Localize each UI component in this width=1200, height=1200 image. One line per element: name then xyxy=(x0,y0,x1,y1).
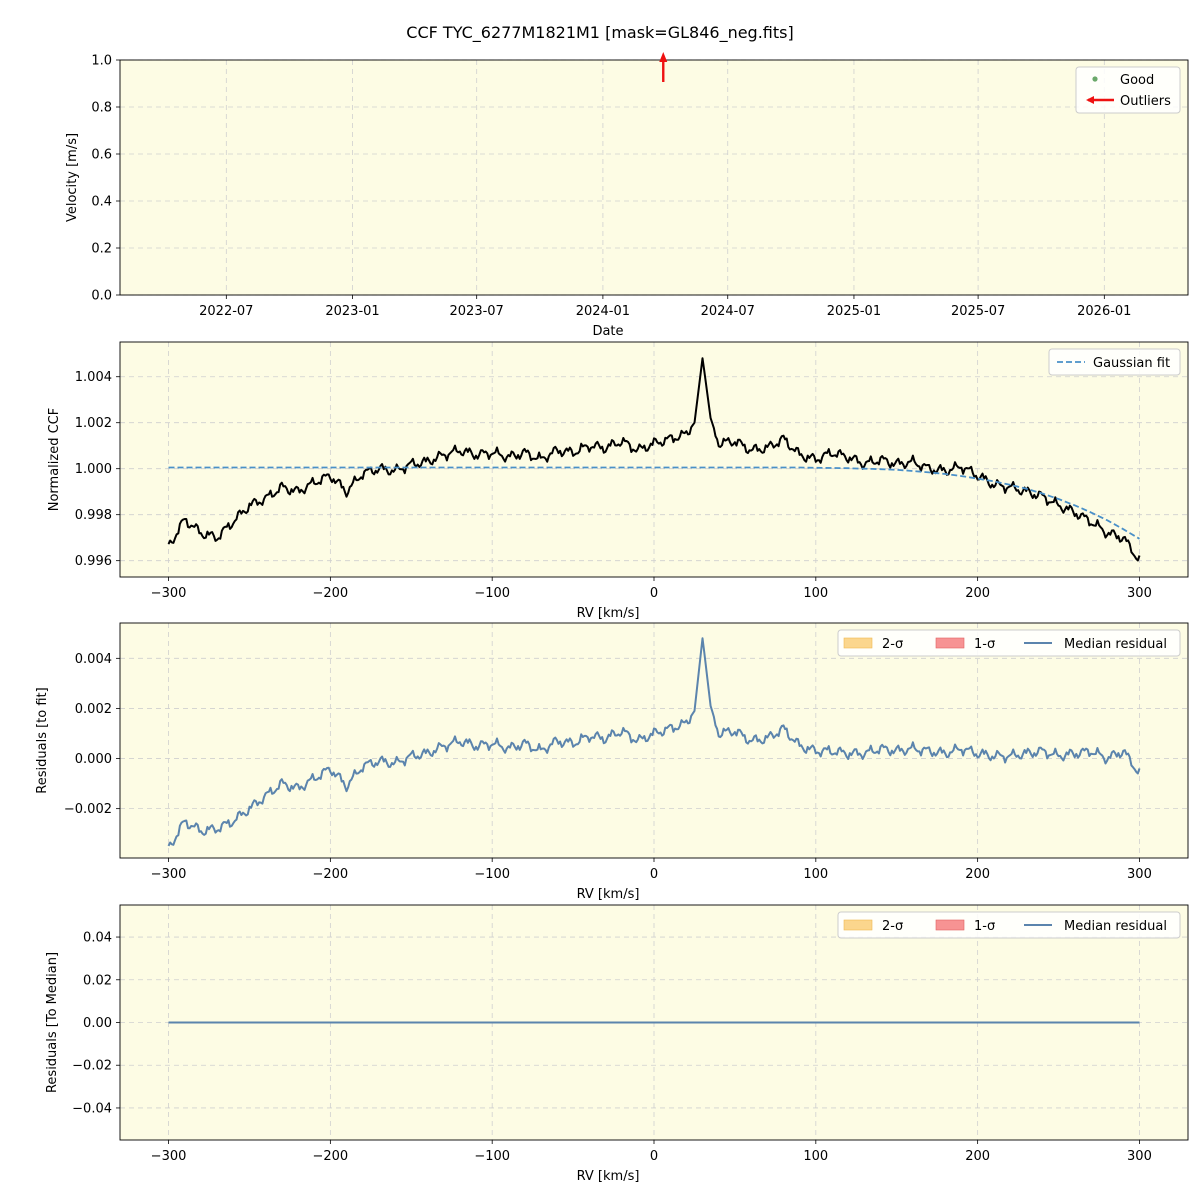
y-tick-label: 0.00 xyxy=(83,1016,112,1031)
x-tick-label: −100 xyxy=(474,586,510,601)
x-tick-label: −200 xyxy=(313,1149,349,1164)
figure-title: CCF TYC_6277M1821M1 [mask=GL846_neg.fits… xyxy=(406,23,793,43)
x-tick-label: −100 xyxy=(474,867,510,882)
x-tick-label: −200 xyxy=(313,586,349,601)
legend-label-gaussian: Gaussian fit xyxy=(1093,356,1170,371)
x-tick-label: 200 xyxy=(965,586,990,601)
y-axis-label: Residuals [to fit] xyxy=(35,687,50,793)
legend-label-median: Median residual xyxy=(1064,919,1167,934)
y-axis-label: Residuals [To Median] xyxy=(45,952,60,1093)
x-tick-label: −100 xyxy=(474,1149,510,1164)
x-tick-label: 2023-01 xyxy=(325,304,379,319)
y-tick-label: 0.2 xyxy=(91,242,112,257)
x-tick-label: 100 xyxy=(803,1149,828,1164)
legend-box xyxy=(1075,66,1181,114)
axes-frame xyxy=(119,904,1189,1141)
x-axis-label: RV [km/s] xyxy=(577,1169,640,1184)
x-tick-label: 200 xyxy=(965,1149,990,1164)
y-tick-label: 0.004 xyxy=(75,652,112,667)
x-tick-label: 2023-07 xyxy=(450,304,504,319)
x-axis-label: RV [km/s] xyxy=(577,887,640,902)
axes-frame xyxy=(119,622,1189,859)
legend-swatch-2sigma xyxy=(843,919,873,931)
x-tick-label: 300 xyxy=(1127,1149,1152,1164)
x-tick-label: 0 xyxy=(650,1149,658,1164)
plot-marks xyxy=(167,357,1141,562)
legend-swatch-2sigma xyxy=(843,637,873,649)
x-tick-label: 0 xyxy=(650,586,658,601)
y-tick-label: 0.000 xyxy=(75,752,112,767)
y-tick-label: −0.02 xyxy=(72,1059,112,1074)
y-tick-label: 0.4 xyxy=(91,195,112,210)
legend-box xyxy=(1048,348,1181,376)
median-residual-line xyxy=(167,637,1141,847)
ccf-line xyxy=(167,357,1141,562)
x-tick-label: 2024-01 xyxy=(576,304,630,319)
plot-area xyxy=(120,60,1188,295)
x-tick-label: −300 xyxy=(151,867,187,882)
legend-label-outliers: Outliers xyxy=(1120,94,1171,109)
y-tick-label: 0.002 xyxy=(75,702,112,717)
legend-label-1sigma: 1-σ xyxy=(974,637,995,652)
x-tick-label: 2026-01 xyxy=(1077,304,1131,319)
outlier-arrow-head xyxy=(659,52,668,62)
x-tick-label: 0 xyxy=(650,867,658,882)
legend-arrow-head xyxy=(1086,96,1094,104)
y-axis-label: Normalized CCF xyxy=(47,408,62,512)
y-tick-label: 0.8 xyxy=(91,101,112,116)
panel-1: 2022-07 2023-01 2023-07 2024-01 2024-07 2025-… xyxy=(65,54,1189,339)
legend-label-2sigma: 2-σ xyxy=(882,637,903,652)
y-tick-label: 0.998 xyxy=(75,508,112,523)
x-axis-label: RV [km/s] xyxy=(577,606,640,621)
x-tick-label: 300 xyxy=(1127,867,1152,882)
plot-marks xyxy=(167,637,1141,847)
x-tick-label: 200 xyxy=(965,867,990,882)
x-tick-label: 100 xyxy=(803,586,828,601)
x-tick-label: 2022-07 xyxy=(199,304,253,319)
legend-label-1sigma: 1-σ xyxy=(974,919,995,934)
legend: 2-σ 1-σ Median residual xyxy=(837,911,1181,939)
legend-label-good: Good xyxy=(1120,73,1154,88)
legend-swatch-1sigma xyxy=(935,919,965,931)
panel-2: −300 −200 −100 0 100 200 300 0.996 0.998 1.000 1.0… xyxy=(47,341,1189,621)
x-tick-label: −300 xyxy=(151,586,187,601)
legend-box xyxy=(837,629,1181,657)
x-tick-label: 300 xyxy=(1127,586,1152,601)
panel-4: −300 −200 −100 0 100 200 300 −0.04 −0.02 0.00 0.02… xyxy=(45,904,1189,1184)
legend-marker-good xyxy=(1092,76,1098,82)
y-tick-label: 1.0 xyxy=(91,54,112,69)
y-tick-label: −0.002 xyxy=(64,802,112,817)
y-tick-label: 0.6 xyxy=(91,148,112,163)
panel-3: −300 −200 −100 0 100 200 300 −0.002 0.000 0.002 0.… xyxy=(35,622,1189,902)
x-tick-label: 100 xyxy=(803,867,828,882)
x-tick-label: −200 xyxy=(313,867,349,882)
legend: Gaussian fit xyxy=(1048,348,1181,376)
x-tick-label: 2025-01 xyxy=(827,304,881,319)
x-tick-label: 2025-07 xyxy=(951,304,1005,319)
y-axis-label: Velocity [m/s] xyxy=(65,133,80,222)
y-tick-label: 0.02 xyxy=(83,973,112,988)
x-tick-label: 2024-07 xyxy=(701,304,755,319)
legend: 2-σ 1-σ Median residual xyxy=(837,629,1181,657)
y-tick-label: 0.04 xyxy=(83,931,112,946)
legend-label-median: Median residual xyxy=(1064,637,1167,652)
y-tick-label: 0.0 xyxy=(91,289,112,304)
axes-frame xyxy=(119,59,1189,296)
legend-box xyxy=(837,911,1181,939)
legend-swatch-1sigma xyxy=(935,637,965,649)
legend-label-2sigma: 2-σ xyxy=(882,919,903,934)
legend: Good Outliers xyxy=(1075,66,1181,114)
y-tick-label: −0.04 xyxy=(72,1101,112,1116)
axes-frame xyxy=(119,341,1189,578)
x-tick-label: −300 xyxy=(151,1149,187,1164)
y-tick-label: 1.004 xyxy=(75,370,112,385)
y-tick-label: 0.996 xyxy=(75,554,112,569)
y-tick-label: 1.002 xyxy=(75,416,112,431)
y-tick-label: 1.000 xyxy=(75,462,112,477)
x-axis-label: Date xyxy=(592,324,623,339)
